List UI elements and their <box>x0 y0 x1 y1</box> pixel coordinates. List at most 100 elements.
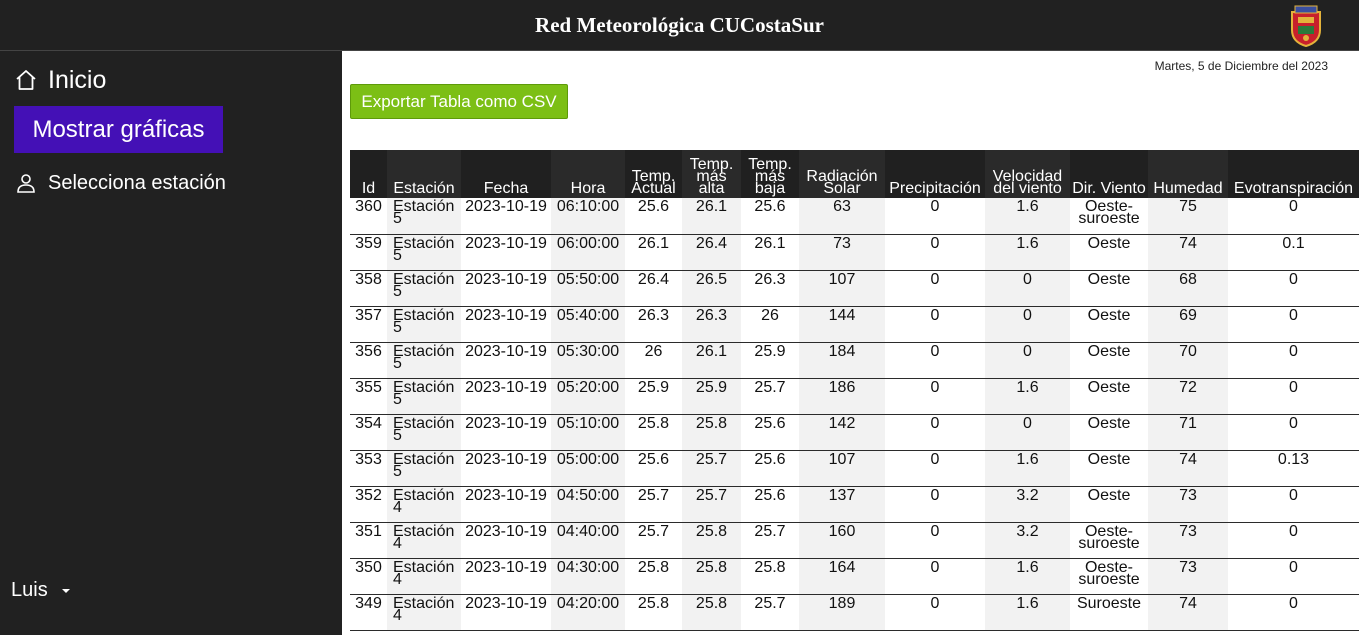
cell-humidity: 75 <box>1148 198 1228 235</box>
table-row: 354 Estación 5 2023-10-19 05:10:00 25.8 25.8 2… <box>350 414 1359 451</box>
cell-id: 350 <box>350 558 387 595</box>
cell-humidity: 73 <box>1148 522 1228 559</box>
cell-temp-min: 25.7 <box>741 594 799 631</box>
cell-station: Estación 4 <box>387 558 461 595</box>
cell-precipitation: 0 <box>885 414 985 451</box>
cell-evapotranspiration: 0.13 <box>1228 450 1359 487</box>
cell-temp-min: 25.6 <box>741 414 799 451</box>
cell-id: 359 <box>350 234 387 271</box>
column-header[interactable]: Radiación Solar <box>799 150 885 198</box>
user-name: Luis <box>11 578 48 601</box>
cell-date: 2023-10-19 <box>461 198 551 235</box>
column-header[interactable]: Hora <box>551 150 625 198</box>
column-header[interactable]: Temp. Actual <box>625 150 682 198</box>
table-row: 356 Estación 5 2023-10-19 05:30:00 26 26.1 25.… <box>350 342 1359 379</box>
cell-solar-radiation: 107 <box>799 450 885 487</box>
cell-id: 351 <box>350 522 387 559</box>
home-icon <box>16 70 36 90</box>
cell-time: 05:50:00 <box>551 270 625 307</box>
cell-date: 2023-10-19 <box>461 414 551 451</box>
cell-temp-current: 25.6 <box>625 198 682 235</box>
column-header[interactable]: Evotranspiración <box>1228 150 1359 198</box>
cell-id: 357 <box>350 306 387 343</box>
cell-date: 2023-10-19 <box>461 486 551 523</box>
cell-id: 360 <box>350 198 387 235</box>
cell-temp-max: 25.9 <box>682 378 741 415</box>
sidebar-item-select-station[interactable]: Selecciona estación <box>16 171 226 195</box>
cell-date: 2023-10-19 <box>461 450 551 487</box>
cell-wind-speed: 3.2 <box>985 486 1070 523</box>
cell-wind-speed: 1.6 <box>985 378 1070 415</box>
sidebar: Inicio Mostrar gráficas Selecciona estac… <box>0 51 342 635</box>
cell-temp-current: 26.3 <box>625 306 682 343</box>
cell-id: 353 <box>350 450 387 487</box>
cell-humidity: 69 <box>1148 306 1228 343</box>
cell-wind-direction: Oeste <box>1070 378 1148 415</box>
column-header[interactable]: Fecha <box>461 150 551 198</box>
column-header[interactable]: Humedad <box>1148 150 1228 198</box>
cell-station: Estación 5 <box>387 234 461 271</box>
cell-date: 2023-10-19 <box>461 594 551 631</box>
cell-solar-radiation: 144 <box>799 306 885 343</box>
app-title: Red Meteorológica CUCostaSur <box>535 13 824 37</box>
cell-precipitation: 0 <box>885 342 985 379</box>
cell-temp-current: 25.7 <box>625 522 682 559</box>
cell-date: 2023-10-19 <box>461 342 551 379</box>
cell-date: 2023-10-19 <box>461 270 551 307</box>
cell-humidity: 73 <box>1148 558 1228 595</box>
data-table: Id Estación Fecha Hora Temp. Actual Temp… <box>350 150 1359 631</box>
cell-date: 2023-10-19 <box>461 558 551 595</box>
sidebar-item-home[interactable]: Inicio <box>14 64 106 96</box>
cell-wind-speed: 1.6 <box>985 450 1070 487</box>
cell-precipitation: 0 <box>885 270 985 307</box>
cell-evapotranspiration: 0 <box>1228 378 1359 415</box>
cell-temp-min: 25.9 <box>741 342 799 379</box>
cell-station: Estación 5 <box>387 450 461 487</box>
column-header[interactable]: Dir. Viento <box>1070 150 1148 198</box>
data-table-container[interactable]: Id Estación Fecha Hora Temp. Actual Temp… <box>350 150 1359 635</box>
cell-time: 05:30:00 <box>551 342 625 379</box>
user-icon <box>17 174 35 193</box>
column-header[interactable]: Precipitación <box>885 150 985 198</box>
export-csv-button[interactable]: Exportar Tabla como CSV <box>350 84 568 119</box>
cell-id: 358 <box>350 270 387 307</box>
cell-solar-radiation: 184 <box>799 342 885 379</box>
cell-temp-current: 26.1 <box>625 234 682 271</box>
cell-temp-max: 26.1 <box>682 342 741 379</box>
user-menu[interactable]: Luis <box>11 578 70 602</box>
column-header[interactable]: Velocidad del viento <box>985 150 1070 198</box>
cell-temp-max: 26.3 <box>682 306 741 343</box>
cell-date: 2023-10-19 <box>461 234 551 271</box>
cell-time: 04:40:00 <box>551 522 625 559</box>
cell-precipitation: 0 <box>885 558 985 595</box>
cell-wind-direction: Oeste <box>1070 234 1148 271</box>
cell-evapotranspiration: 0 <box>1228 594 1359 631</box>
show-charts-button[interactable]: Mostrar gráficas <box>14 106 223 153</box>
table-row: 355 Estación 5 2023-10-19 05:20:00 25.9 25.9 2… <box>350 378 1359 415</box>
cell-precipitation: 0 <box>885 198 985 235</box>
caret-down-icon <box>61 589 70 593</box>
cell-solar-radiation: 189 <box>799 594 885 631</box>
cell-wind-direction: Oeste <box>1070 450 1148 487</box>
cell-wind-direction: Oeste <box>1070 342 1148 379</box>
cell-time: 04:50:00 <box>551 486 625 523</box>
cell-temp-min: 26 <box>741 306 799 343</box>
cell-wind-direction: Oeste-suroeste <box>1070 558 1148 595</box>
cell-wind-speed: 1.6 <box>985 594 1070 631</box>
cell-time: 05:40:00 <box>551 306 625 343</box>
cell-station: Estación 5 <box>387 306 461 343</box>
table-row: 360 Estación 5 2023-10-19 06:10:00 25.6 26.1 2… <box>350 198 1359 235</box>
cell-wind-direction: Oeste <box>1070 414 1148 451</box>
cell-precipitation: 0 <box>885 306 985 343</box>
column-header[interactable]: Temp. más alta <box>682 150 741 198</box>
cell-temp-current: 25.9 <box>625 378 682 415</box>
cell-evapotranspiration: 0 <box>1228 522 1359 559</box>
cell-station: Estación 4 <box>387 594 461 631</box>
cell-evapotranspiration: 0 <box>1228 558 1359 595</box>
column-header[interactable]: Temp. más baja <box>741 150 799 198</box>
column-header[interactable]: Estación <box>387 150 461 198</box>
table-row: 357 Estación 5 2023-10-19 05:40:00 26.3 26.3 2… <box>350 306 1359 343</box>
column-header[interactable]: Id <box>350 150 387 198</box>
cell-precipitation: 0 <box>885 486 985 523</box>
current-date: Martes, 5 de Diciembre del 2023 <box>1154 59 1328 73</box>
